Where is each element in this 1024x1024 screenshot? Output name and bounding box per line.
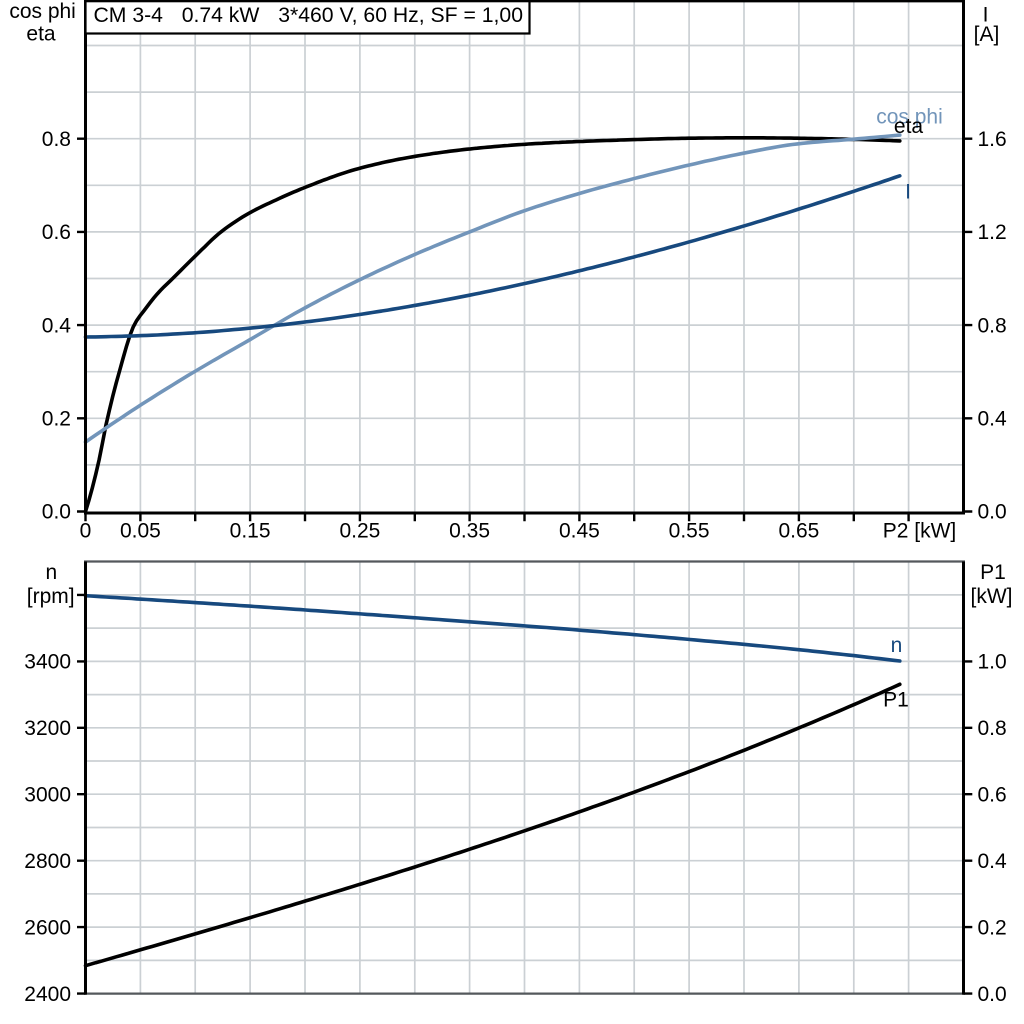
svg-text:1.6: 1.6	[978, 128, 1007, 151]
svg-text:1.0: 1.0	[978, 651, 1007, 674]
svg-text:3*460 V, 60 Hz, SF = 1,00: 3*460 V, 60 Hz, SF = 1,00	[278, 4, 523, 27]
svg-text:0.45: 0.45	[559, 519, 600, 542]
svg-text:0.4: 0.4	[978, 850, 1008, 873]
svg-text:eta: eta	[894, 115, 924, 138]
svg-text:P1: P1	[883, 688, 909, 711]
svg-text:0.0: 0.0	[978, 983, 1007, 1006]
svg-text:eta: eta	[26, 23, 56, 46]
svg-text:0.2: 0.2	[42, 408, 71, 431]
svg-text:0.74 kW: 0.74 kW	[182, 4, 260, 27]
svg-text:3000: 3000	[24, 784, 71, 807]
svg-text:0.8: 0.8	[978, 717, 1007, 740]
svg-text:3400: 3400	[24, 651, 71, 674]
svg-text:0.8: 0.8	[978, 314, 1007, 337]
svg-text:[A]: [A]	[974, 23, 1000, 46]
svg-text:P2 [kW]: P2 [kW]	[883, 519, 957, 542]
svg-text:2800: 2800	[24, 850, 71, 873]
svg-text:cos phi: cos phi	[9, 0, 76, 23]
svg-text:0.6: 0.6	[978, 784, 1007, 807]
svg-text:n: n	[891, 634, 903, 657]
svg-text:0.4: 0.4	[978, 408, 1008, 431]
svg-text:2400: 2400	[24, 983, 71, 1006]
svg-text:n: n	[46, 561, 58, 584]
svg-text:cos phi: cos phi	[876, 106, 943, 129]
svg-text:0.35: 0.35	[449, 519, 490, 542]
svg-text:0.4: 0.4	[42, 314, 72, 337]
svg-text:3200: 3200	[24, 717, 71, 740]
svg-text:0.65: 0.65	[778, 519, 819, 542]
svg-text:I: I	[905, 181, 911, 204]
svg-text:[kW]: [kW]	[971, 585, 1013, 608]
svg-text:0: 0	[80, 519, 92, 542]
svg-text:0.6: 0.6	[42, 221, 71, 244]
svg-text:[rpm]: [rpm]	[27, 585, 75, 608]
svg-text:0.25: 0.25	[339, 519, 380, 542]
svg-text:2600: 2600	[24, 916, 71, 939]
svg-text:0.05: 0.05	[120, 519, 161, 542]
svg-text:0.8: 0.8	[42, 128, 71, 151]
svg-text:0.55: 0.55	[669, 519, 710, 542]
svg-text:0.0: 0.0	[978, 501, 1007, 524]
svg-text:0.0: 0.0	[42, 501, 71, 524]
svg-text:1.2: 1.2	[978, 221, 1007, 244]
svg-text:0.15: 0.15	[230, 519, 271, 542]
svg-text:0.2: 0.2	[978, 916, 1007, 939]
svg-text:P1: P1	[980, 561, 1006, 584]
svg-text:I: I	[983, 4, 989, 27]
svg-text:CM 3-4: CM 3-4	[94, 4, 164, 27]
